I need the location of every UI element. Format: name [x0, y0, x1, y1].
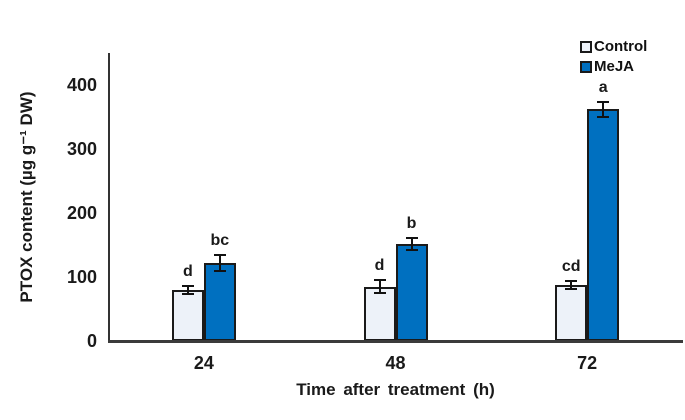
error-cap-bottom [405, 248, 418, 251]
error-cap-bottom [373, 292, 386, 295]
sig-letter-control-72: cd [561, 257, 581, 275]
y-tick-label-0: 0 [86, 331, 97, 351]
legend-label-control: Control [594, 38, 648, 55]
error-cap-top [405, 236, 418, 239]
legend-item-meja: MeJA [580, 58, 647, 75]
sig-letter-meja-72: a [598, 79, 608, 96]
bar-control-24 [171, 289, 204, 341]
error-bar-meja-24 [218, 253, 221, 272]
bar-control-72 [555, 284, 588, 341]
x-tick-label-72: 72 [577, 353, 598, 373]
bar-meja-48 [395, 243, 428, 341]
legend: Control MeJA [580, 38, 647, 78]
error-cap-top [565, 279, 578, 282]
y-tick-label-200: 200 [66, 203, 97, 223]
error-bar-control-24 [186, 284, 189, 295]
error-cap-top [181, 284, 194, 287]
legend-item-control: Control [580, 38, 647, 55]
error-cap-top [597, 101, 610, 103]
control-swatch-icon [580, 40, 592, 53]
error-bar-control-72 [570, 279, 573, 290]
y-axis-line [108, 53, 110, 343]
error-bar-meja-48 [410, 236, 413, 251]
y-tick-label-400: 400 [66, 75, 97, 95]
y-tick-label-300: 300 [66, 139, 97, 159]
y-tick-label-100: 100 [66, 267, 97, 287]
error-cap-bottom [181, 292, 194, 295]
bar-meja-24 [203, 262, 236, 341]
sig-letter-control-24: d [182, 262, 193, 280]
error-cap-bottom [213, 269, 226, 272]
error-cap-top [373, 278, 386, 281]
bar-control-48 [363, 286, 396, 341]
legend-label-meja: MeJA [594, 58, 635, 75]
error-cap-bottom [565, 287, 578, 290]
error-bar-meja-72 [602, 101, 605, 118]
sig-letter-meja-48: b [406, 214, 417, 232]
error-bar-control-48 [378, 278, 381, 295]
error-cap-bottom [597, 115, 610, 118]
sig-letter-control-48: d [374, 256, 385, 274]
sig-letter-meja-24: bc [210, 231, 230, 249]
x-tick-label-48: 48 [385, 353, 406, 373]
x-axis-title: Time after treatment (h) [296, 380, 495, 399]
x-tick-label-24: 24 [193, 353, 214, 373]
x-axis-line [108, 340, 683, 343]
meja-swatch-icon [580, 60, 592, 73]
error-cap-top [213, 253, 226, 256]
bar-meja-72 [587, 109, 620, 341]
